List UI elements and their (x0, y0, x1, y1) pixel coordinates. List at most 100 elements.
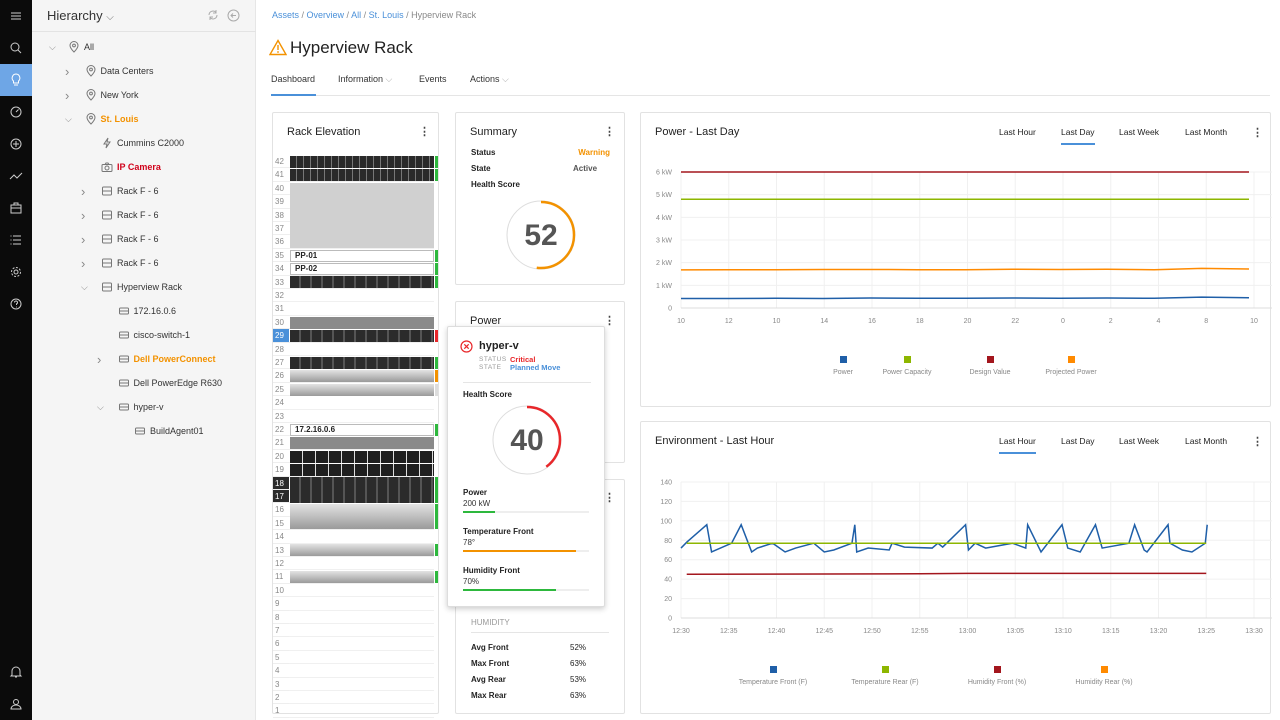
legend-item[interactable]: Temperature Front (F) (728, 666, 818, 686)
chevron-right-icon[interactable]: › (81, 255, 86, 271)
rack-device-label[interactable]: PP-01 (290, 249, 434, 262)
tree-item[interactable]: ⌵ St. Louis (32, 107, 256, 131)
rack-unit-number[interactable]: 14 (273, 530, 289, 544)
chevron-down-icon[interactable]: ⌵ (65, 113, 72, 124)
tree-item[interactable]: › Rack F - 6 (32, 251, 256, 275)
more-options-icon[interactable]: ⋮ (604, 126, 615, 138)
rack-unit-number[interactable]: 21 (273, 436, 289, 450)
chevron-right-icon[interactable]: › (65, 63, 70, 79)
rack-unit-number[interactable]: 5 (273, 651, 289, 665)
legend-item[interactable]: Temperature Rear (F) (840, 666, 930, 686)
rack-unit-number[interactable]: 12 (273, 557, 289, 571)
chevron-right-icon[interactable]: › (81, 207, 86, 223)
tree-item[interactable]: Cummins C2000 (32, 131, 256, 155)
list-nav-button[interactable] (0, 224, 32, 256)
rack-device-blank[interactable] (290, 437, 434, 450)
rack-unit-number[interactable]: 13 (273, 544, 289, 557)
rack-unit-number[interactable]: 4 (273, 664, 289, 678)
rack-device-dark[interactable] (290, 329, 434, 342)
breadcrumb-st-louis[interactable]: St. Louis (368, 10, 404, 20)
more-options-icon[interactable]: ⋮ (419, 126, 430, 138)
rack-unit-number[interactable]: 10 (273, 584, 289, 598)
range-last-day[interactable]: Last Day (1061, 436, 1095, 446)
rack-device-label[interactable]: PP-02 (290, 262, 434, 275)
help-nav-button[interactable] (0, 288, 32, 320)
tree-item[interactable]: cisco-switch-1 (32, 323, 256, 347)
tree-item[interactable]: BuildAgent01 (32, 419, 256, 443)
rack-unit-number[interactable]: 25 (273, 383, 289, 397)
chevron-right-icon[interactable]: › (65, 87, 70, 103)
rack-unit-number[interactable]: 28 (273, 343, 289, 356)
plus-circle-nav-button[interactable] (0, 128, 32, 160)
tab-actions[interactable]: Actions ⌵ (470, 74, 509, 84)
chevron-down-icon[interactable]: ⌵ (49, 41, 56, 52)
refresh-icon[interactable] (207, 9, 219, 21)
tree-item[interactable]: ⌵ All (32, 35, 256, 59)
rack-unit-number[interactable]: 36 (273, 235, 289, 249)
rack-device-dark[interactable] (290, 276, 434, 289)
chevron-right-icon[interactable]: › (81, 183, 86, 199)
legend-item[interactable]: Projected Power (1026, 356, 1116, 376)
rack-device-switch[interactable] (290, 155, 434, 168)
tree-item[interactable]: › Dell PowerConnect (32, 347, 256, 371)
user-nav-button[interactable] (0, 688, 32, 720)
rack-device-blank[interactable] (290, 316, 434, 329)
briefcase-nav-button[interactable] (0, 192, 32, 224)
tree-item[interactable]: IP Camera (32, 155, 256, 179)
rack-device-silver[interactable] (290, 504, 434, 530)
tree-item[interactable]: ⌵ hyper-v (32, 395, 256, 419)
range-last-day[interactable]: Last Day (1061, 127, 1095, 145)
tab-information[interactable]: Information ⌵ (338, 74, 393, 84)
tree-item[interactable]: › New York (32, 83, 256, 107)
legend-item[interactable]: Power Capacity (862, 356, 952, 376)
rack-unit-number[interactable]: 6 (273, 637, 289, 651)
rack-unit-number[interactable]: 7 (273, 624, 289, 638)
rack-unit-number[interactable]: 9 (273, 597, 289, 611)
breadcrumb-assets[interactable]: Assets (272, 10, 300, 20)
rack-unit-number[interactable]: 33 (273, 276, 289, 289)
more-options-icon[interactable]: ⋮ (604, 315, 615, 327)
rack-unit-number[interactable]: 42 (273, 155, 289, 169)
rack-unit-number[interactable]: 2 (273, 691, 289, 705)
rack-device-dark[interactable] (290, 477, 434, 503)
rack-unit-number[interactable]: 17 (273, 490, 289, 504)
tree-item[interactable]: › Rack F - 6 (32, 203, 256, 227)
rack-unit-number[interactable]: 41 (273, 168, 289, 182)
menu-nav-button[interactable] (0, 0, 32, 32)
trend-nav-button[interactable] (0, 160, 32, 192)
rack-device-switch[interactable] (290, 169, 434, 182)
rack-unit-number[interactable]: 19 (273, 463, 289, 477)
tree-item[interactable]: › Data Centers (32, 59, 256, 83)
chevron-right-icon[interactable]: › (81, 231, 86, 247)
rack-device-dark[interactable] (290, 356, 434, 369)
gear-nav-button[interactable] (0, 256, 32, 288)
chevron-down-icon[interactable]: ⌵ (97, 401, 104, 412)
rack-unit-number[interactable]: 39 (273, 195, 289, 209)
rack-device-silver[interactable] (290, 370, 434, 383)
tree-item[interactable]: › Rack F - 6 (32, 227, 256, 251)
rack-unit-number[interactable]: 23 (273, 410, 289, 423)
rack-device-label[interactable]: 17.2.16.0.6 (290, 423, 434, 436)
range-last-month[interactable]: Last Month (1185, 436, 1228, 446)
rack-unit-number[interactable]: 40 (273, 182, 289, 196)
search-nav-button[interactable] (0, 32, 32, 64)
bell-nav-button[interactable] (0, 656, 32, 688)
rack-unit-number[interactable]: 35 (273, 249, 289, 263)
rack-unit-number[interactable]: 27 (273, 356, 289, 370)
breadcrumb-all[interactable]: All (351, 10, 362, 20)
range-last-week[interactable]: Last Week (1119, 127, 1160, 137)
rack-unit-number[interactable]: 26 (273, 369, 289, 383)
rack-unit-number[interactable]: 31 (273, 302, 289, 316)
rack-device-silver[interactable] (290, 383, 434, 396)
rack-unit-number[interactable]: 29 (273, 329, 289, 343)
rack-unit-number[interactable]: 37 (273, 222, 289, 236)
rack-unit-number[interactable]: 38 (273, 209, 289, 222)
rack-device-patch[interactable] (290, 463, 434, 476)
range-last-month[interactable]: Last Month (1185, 127, 1228, 137)
rack-unit-number[interactable]: 30 (273, 316, 289, 330)
tree-item[interactable]: 172.16.0.6 (32, 299, 256, 323)
tree-item[interactable]: › Rack F - 6 (32, 179, 256, 203)
more-options-icon[interactable]: ⋮ (1252, 127, 1263, 139)
collapse-sidebar-icon[interactable] (227, 9, 240, 22)
rack-device-silver[interactable] (290, 571, 434, 584)
